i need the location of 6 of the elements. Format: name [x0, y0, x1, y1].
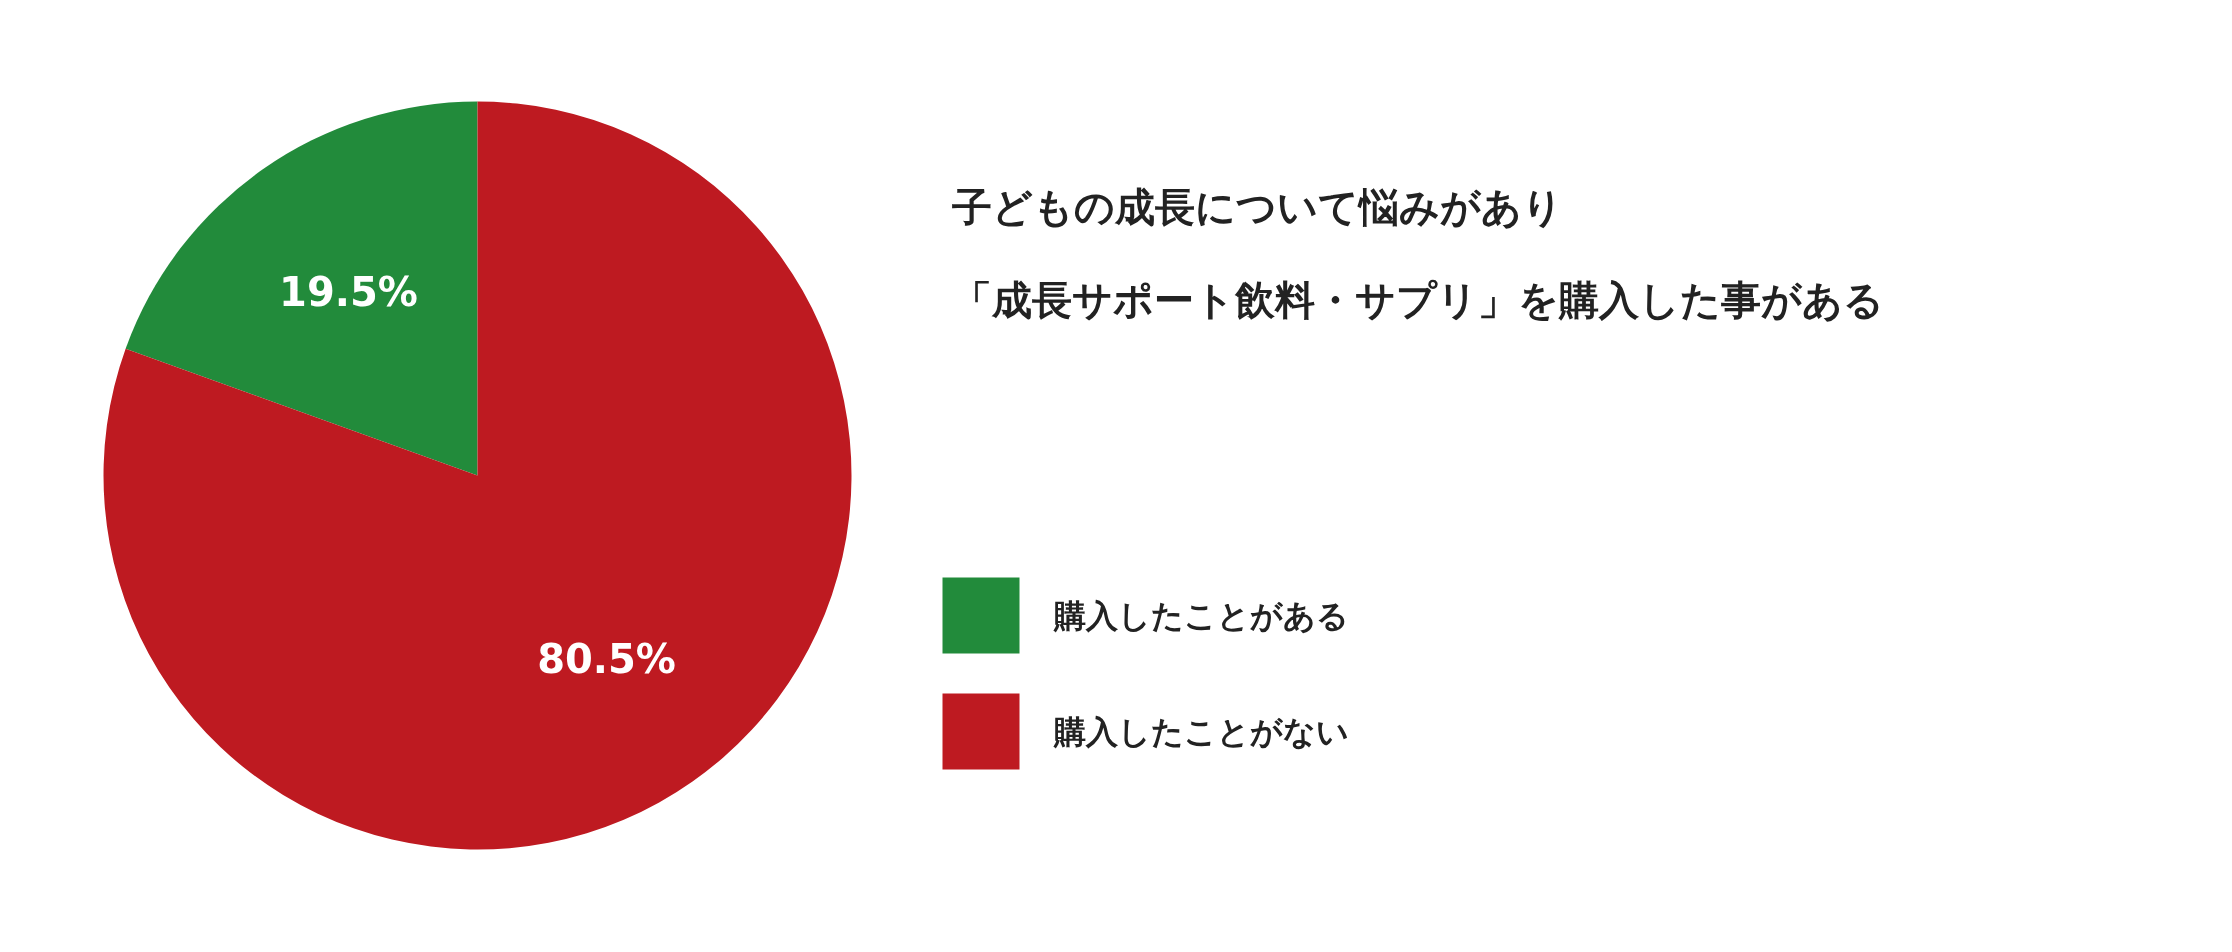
text: 「成長サポート飲料・サプリ」を購入した事がある — [951, 276, 1884, 323]
legend-label: 購入したことがある — [1052, 596, 1349, 635]
legend-label: 購入したことがない — [1052, 712, 1349, 751]
data-label: 19.5% — [279, 268, 418, 315]
data-label: 80.5% — [537, 636, 676, 683]
text: 子どもの成長について悩みがあり — [950, 183, 1563, 230]
